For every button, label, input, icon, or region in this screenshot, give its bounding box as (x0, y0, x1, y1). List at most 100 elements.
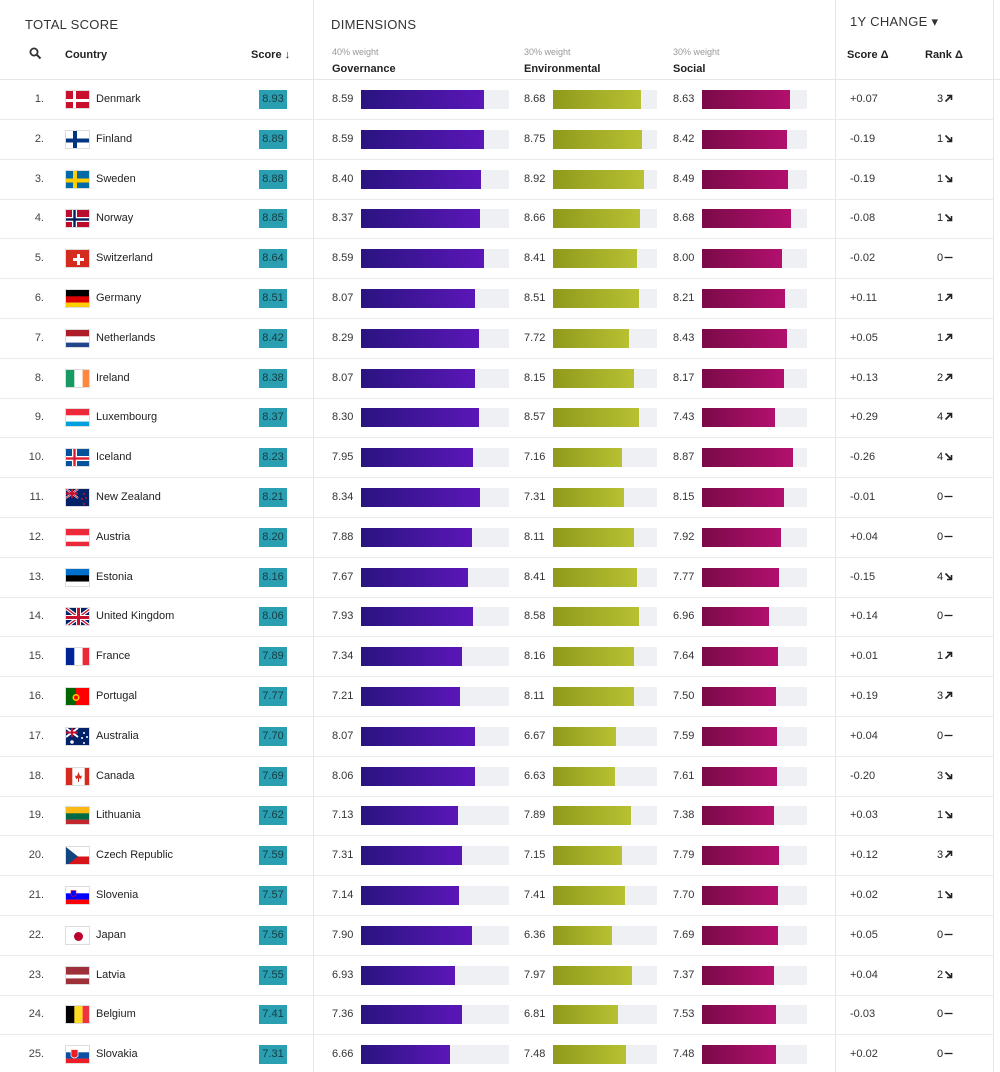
score-delta-column-header[interactable]: Score Δ (847, 49, 889, 61)
dash-icon (944, 535, 953, 537)
country-name[interactable]: Australia (96, 729, 139, 742)
table-row[interactable]: 22. Japan 7.56 7.90 6.36 7.69 +0.05 0 (0, 916, 994, 956)
country-name[interactable]: Denmark (96, 93, 141, 105)
environmental-bar (553, 368, 635, 388)
country-name[interactable]: Estonia (96, 570, 133, 583)
table-row[interactable]: 2. Finland 8.89 8.59 8.75 8.42 -0.19 1 (0, 120, 994, 160)
social-value: 8.21 (673, 292, 695, 304)
score-change: -0.08 (850, 212, 876, 225)
table-row[interactable]: 3. Sweden 8.88 8.40 8.92 8.49 -0.19 1 (0, 160, 994, 200)
be-flag-icon (65, 1005, 90, 1025)
rank-change-value: 4 (937, 451, 944, 464)
score-column-header[interactable]: Score ↓ (251, 49, 291, 61)
rank-change: 0 (937, 491, 953, 503)
social-value: 7.50 (673, 690, 695, 702)
table-row[interactable]: 10. Iceland 8.23 7.95 7.16 8.87 -0.26 4 (0, 438, 994, 479)
country-name[interactable]: Belgium (96, 1008, 136, 1021)
country-name[interactable]: Germany (96, 292, 142, 304)
social-column-header[interactable]: Social (673, 63, 706, 75)
governance-bar-track (361, 965, 509, 985)
table-row[interactable]: 16. Portugal 7.77 7.21 8.11 7.50 +0.19 3 (0, 677, 994, 717)
country-name[interactable]: Portugal (96, 690, 137, 702)
country-name[interactable]: New Zealand (96, 491, 161, 503)
rank-change: 1 (937, 650, 953, 662)
is-flag-icon (65, 448, 90, 468)
table-row[interactable]: 11. New Zealand 8.21 8.34 7.31 8.15 -0.01 0 (0, 478, 994, 518)
table-row[interactable]: 6. Germany 8.51 8.07 8.51 8.21 +0.11 1 (0, 279, 994, 319)
table-row[interactable]: 21. Slovenia 7.57 7.14 7.41 7.70 +0.02 1 (0, 876, 994, 916)
environmental-bar-track (553, 846, 657, 866)
country-name[interactable]: France (96, 650, 131, 663)
governance-column-header[interactable]: Governance (332, 63, 396, 75)
governance-bar-track (361, 249, 509, 269)
rank-change: 0 (937, 1048, 953, 1060)
environmental-bar-track (553, 289, 657, 308)
country-name[interactable]: Slovenia (96, 889, 139, 901)
governance-bar (361, 249, 485, 269)
country-name[interactable]: Luxembourg (96, 411, 158, 424)
environmental-bar-track (553, 488, 657, 507)
environmental-column-header[interactable]: Environmental (524, 63, 601, 75)
search-icon[interactable] (29, 47, 42, 60)
table-row[interactable]: 24. Belgium 7.41 7.36 6.81 7.53 -0.03 0 (0, 995, 994, 1036)
country-name[interactable]: United Kingdom (96, 610, 175, 623)
table-row[interactable]: 19. Lithuania 7.62 7.13 7.89 7.38 +0.03 1 (0, 796, 994, 837)
table-row[interactable]: 23. Latvia 7.55 6.93 7.97 7.37 +0.04 2 (0, 956, 994, 996)
country-name[interactable]: Sweden (96, 172, 136, 185)
country-name[interactable]: Lithuania (96, 809, 141, 822)
country-name[interactable]: Czech Republic (96, 849, 174, 862)
table-row[interactable]: 8. Ireland 8.38 8.07 8.15 8.17 +0.13 2 (0, 359, 994, 399)
environmental-value: 8.41 (524, 252, 546, 265)
rank-delta-column-header[interactable]: Rank Δ (925, 49, 963, 61)
score-change: +0.12 (850, 849, 878, 862)
governance-value: 7.95 (332, 451, 354, 464)
environmental-bar-track (553, 766, 657, 786)
country-column-header[interactable]: Country (65, 49, 108, 61)
table-row[interactable]: 17. Australia 7.70 8.07 6.67 7.59 +0.04 0 (0, 717, 994, 757)
country-name[interactable]: Switzerland (96, 252, 153, 265)
country-name[interactable]: Iceland (96, 451, 132, 464)
table-row[interactable]: 25. Slovakia 7.31 6.66 7.48 7.48 +0.02 0 (0, 1035, 994, 1072)
table-row[interactable]: 13. Estonia 8.16 7.67 8.41 7.77 -0.15 4 (0, 558, 994, 598)
total-score-badge: 8.21 (259, 488, 287, 507)
change-period-dropdown[interactable]: 1Y CHANGE ▾ (850, 14, 939, 29)
country-name[interactable]: Latvia (96, 968, 126, 981)
table-row[interactable]: 14. United Kingdom 8.06 7.93 8.58 6.96 +0.14 0 (0, 597, 994, 638)
governance-value: 7.14 (332, 889, 354, 901)
rank-change: 3 (937, 690, 953, 702)
country-name[interactable]: Slovakia (96, 1048, 138, 1061)
rank-number: 3. (34, 172, 44, 185)
country-name[interactable]: Ireland (96, 371, 130, 384)
environmental-bar-track (553, 1045, 657, 1065)
governance-value: 8.37 (332, 212, 354, 225)
table-row[interactable]: 15. France 7.89 7.34 8.16 7.64 +0.01 1 (0, 637, 994, 678)
table-row[interactable]: 12. Austria 8.20 7.88 8.11 7.92 +0.04 0 (0, 518, 994, 558)
rank-number: 13. (28, 570, 44, 583)
social-value: 8.17 (673, 371, 695, 384)
table-row[interactable]: 1. Denmark 8.93 8.59 8.68 8.63 +0.07 3 (0, 80, 994, 120)
table-row[interactable]: 20. Czech Republic 7.59 7.31 7.15 7.79 +0.12 3 (0, 836, 994, 877)
social-value: 7.61 (673, 769, 695, 782)
environmental-value: 8.57 (524, 411, 546, 424)
arrow-down-right-icon (945, 890, 953, 899)
social-bar (702, 209, 791, 229)
country-name[interactable]: Finland (96, 132, 133, 145)
social-value: 7.37 (673, 968, 695, 981)
arrow-down-right-icon (945, 214, 953, 222)
table-row[interactable]: 9. Luxembourg 8.37 8.30 8.57 7.43 +0.29 4 (0, 398, 994, 439)
social-bar-track (702, 1005, 807, 1025)
governance-bar-track (361, 488, 509, 507)
table-row[interactable]: 7. Netherlands 8.42 8.29 7.72 8.43 +0.05 1 (0, 319, 994, 359)
country-name[interactable]: Austria (96, 530, 131, 543)
rank-number: 5. (34, 252, 44, 265)
governance-bar-track (361, 766, 509, 786)
social-value: 8.87 (673, 451, 695, 464)
table-row[interactable]: 18. Canada 7.69 8.06 6.63 7.61 -0.20 3 (0, 757, 994, 797)
social-bar-track (702, 527, 807, 547)
table-row[interactable]: 5. Switzerland 8.64 8.59 8.41 8.00 -0.02 0 (0, 239, 994, 280)
country-name[interactable]: Japan (96, 928, 126, 941)
country-name[interactable]: Canada (96, 769, 135, 782)
country-name[interactable]: Netherlands (96, 331, 156, 344)
country-name[interactable]: Norway (96, 212, 134, 225)
table-row[interactable]: 4. Norway 8.85 8.37 8.66 8.68 -0.08 1 (0, 199, 994, 240)
